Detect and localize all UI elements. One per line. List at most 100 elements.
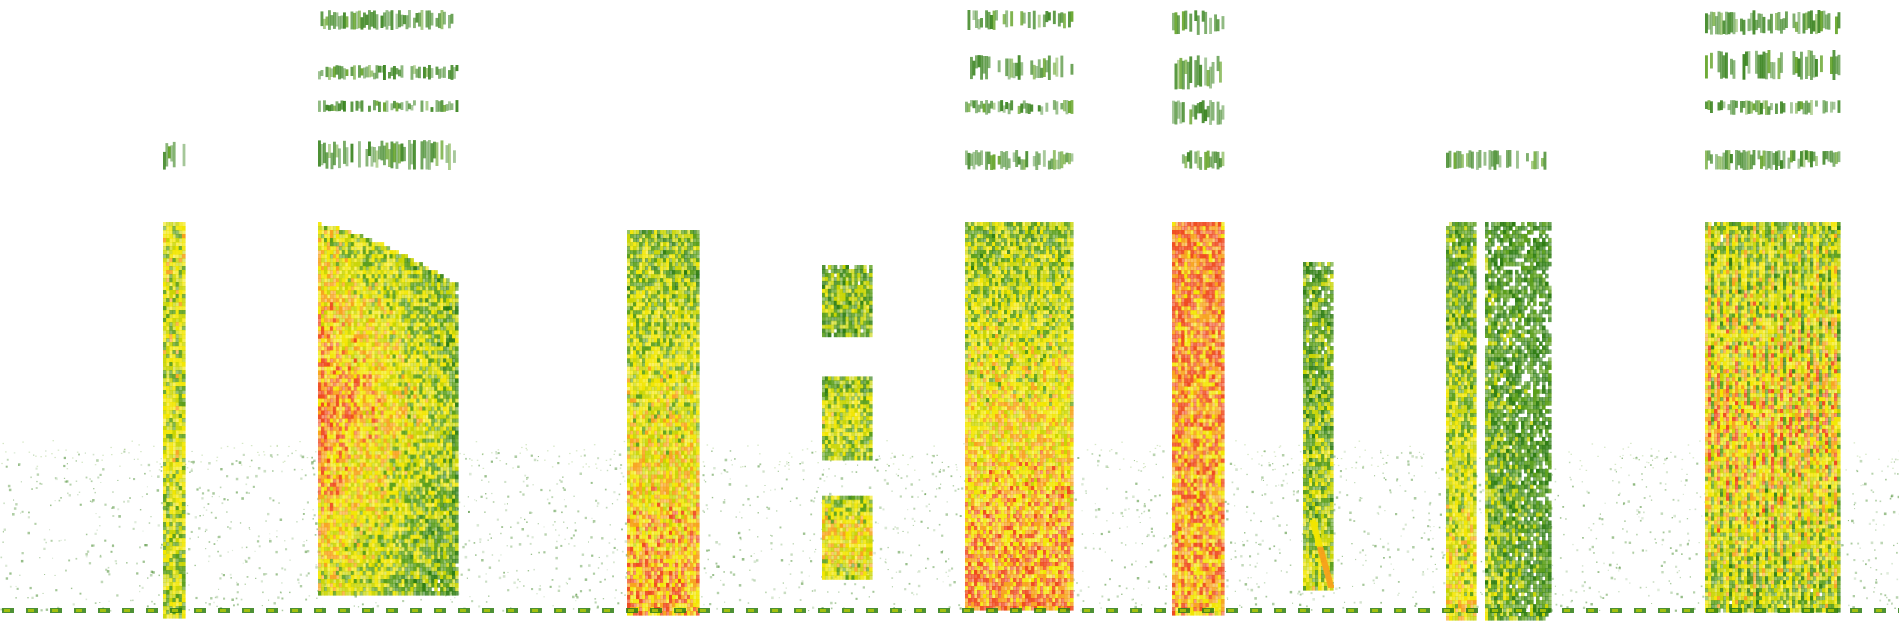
noise-speck — [1679, 576, 1681, 579]
burst-cell — [181, 374, 186, 379]
noise-speck — [252, 485, 255, 488]
burst-cell — [329, 346, 334, 351]
burst-cell — [172, 386, 177, 391]
burst-cell — [318, 274, 322, 279]
noise-speck — [1875, 579, 1877, 581]
noise-speck — [1132, 598, 1134, 600]
burst-cell — [166, 486, 170, 491]
noise-speck — [1641, 479, 1643, 481]
burst-cell — [318, 390, 322, 396]
burst-cell — [332, 506, 337, 512]
noise-speck — [1629, 582, 1631, 584]
burst-cell — [329, 406, 334, 412]
noise-speck — [1143, 503, 1146, 505]
noise-speck — [304, 474, 307, 477]
noise-speck — [1593, 552, 1595, 554]
noise-speck — [1164, 602, 1167, 605]
noise-speck — [1657, 588, 1660, 592]
noise-speck — [556, 540, 558, 543]
noise-speck — [50, 504, 52, 507]
burst-cell — [172, 542, 177, 547]
noise-speck — [801, 449, 804, 451]
noise-speck — [963, 443, 965, 445]
noise-speck — [1699, 440, 1701, 442]
burst-cell — [169, 422, 173, 427]
noise-speck — [65, 569, 67, 572]
noise-speck — [747, 445, 749, 447]
burst-cell — [181, 302, 186, 307]
noise-speck — [615, 589, 617, 592]
noise-speck — [78, 453, 80, 456]
burst-cell — [326, 446, 331, 452]
noise-speck — [1256, 583, 1258, 585]
burst-cell — [175, 550, 180, 555]
burst-cell — [163, 354, 167, 359]
noise-speck — [221, 502, 224, 505]
burst-cell — [321, 579, 325, 584]
noise-speck — [1289, 564, 1292, 566]
noise-speck — [160, 470, 163, 472]
noise-speck — [265, 520, 267, 522]
burst-cell — [332, 526, 337, 532]
noise-speck — [468, 511, 470, 513]
noise-speck — [554, 521, 556, 523]
burst-cell — [324, 426, 328, 432]
burst-cell — [166, 418, 170, 423]
burst-cell — [175, 310, 180, 315]
noise-speck — [0, 608, 3, 611]
noise-speck — [117, 508, 120, 511]
noise-speck — [299, 585, 303, 588]
noise-speck — [1343, 450, 1346, 453]
noise-speck — [844, 463, 847, 465]
burst-cell — [169, 426, 173, 431]
burst-cell — [169, 538, 173, 543]
noise-speck — [563, 488, 566, 491]
burst-cell — [175, 262, 180, 267]
noise-speck — [1411, 455, 1414, 458]
noise-speck — [624, 540, 628, 543]
burst-cell — [181, 298, 186, 303]
burst-cell — [332, 458, 337, 464]
noise-speck — [1247, 453, 1249, 456]
noise-speck — [1443, 582, 1446, 585]
burst-cell — [332, 374, 337, 379]
burst-cell — [163, 498, 167, 503]
burst-cell — [163, 334, 167, 339]
burst-cell — [169, 298, 173, 303]
burst-cell — [338, 474, 343, 480]
noise-speck — [1601, 518, 1604, 521]
noise-speck — [1590, 529, 1593, 532]
noise-speck — [1165, 575, 1167, 578]
noise-speck — [1853, 559, 1856, 562]
noise-speck — [1531, 587, 1533, 589]
burst-cell — [169, 302, 173, 307]
burst-cell — [329, 246, 334, 251]
noise-speck — [606, 554, 609, 558]
burst-cell — [181, 414, 186, 419]
noise-speck — [788, 563, 790, 566]
spectral-burst — [163, 141, 186, 619]
noise-speck — [13, 452, 16, 454]
noise-speck — [150, 570, 154, 573]
burst-cell — [329, 242, 334, 247]
burst-cell — [341, 346, 346, 351]
burst-cell — [178, 382, 183, 387]
burst-cell — [326, 342, 331, 347]
noise-speck — [1427, 568, 1429, 570]
noise-speck — [1583, 581, 1586, 584]
burst-cell — [321, 290, 325, 295]
burst-cell — [166, 482, 170, 487]
noise-speck — [272, 499, 275, 502]
burst-cell — [335, 514, 340, 520]
noise-speck — [561, 511, 563, 514]
noise-speck — [217, 550, 219, 553]
noise-speck — [1275, 485, 1277, 487]
noise-speck — [1429, 526, 1431, 528]
burst-cell — [175, 510, 180, 515]
noise-speck — [526, 478, 528, 480]
noise-speck — [302, 518, 304, 521]
noise-speck — [1429, 501, 1432, 504]
burst-cell — [172, 370, 177, 375]
burst-cell — [169, 222, 173, 227]
noise-speck — [146, 493, 148, 495]
